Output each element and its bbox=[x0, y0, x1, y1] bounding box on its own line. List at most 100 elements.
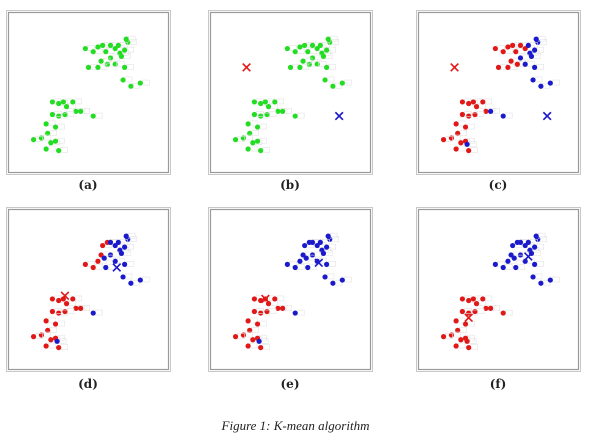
data-point bbox=[30, 137, 37, 143]
data-point bbox=[56, 147, 62, 154]
data-point bbox=[320, 53, 327, 59]
data-point bbox=[240, 135, 246, 141]
centroid-marker bbox=[523, 252, 533, 261]
data-point bbox=[265, 104, 272, 110]
data-point bbox=[525, 239, 531, 245]
centroid-stroke bbox=[242, 63, 251, 72]
data-point bbox=[62, 111, 68, 118]
plot-outer-frame bbox=[208, 207, 373, 372]
data-point bbox=[492, 261, 498, 267]
data-point bbox=[272, 99, 278, 105]
data-point bbox=[120, 77, 126, 83]
data-point bbox=[505, 258, 511, 264]
data-point bbox=[275, 108, 281, 114]
data-point bbox=[60, 99, 66, 105]
centroid-stroke bbox=[523, 252, 533, 261]
plot-frame bbox=[209, 208, 372, 371]
data-point bbox=[275, 305, 281, 311]
data-point bbox=[30, 334, 37, 340]
data-point bbox=[459, 308, 465, 315]
centroid-stroke bbox=[334, 111, 344, 121]
data-point bbox=[115, 239, 121, 245]
data-point bbox=[62, 308, 68, 315]
centroid-marker bbox=[334, 111, 344, 121]
data-point bbox=[250, 337, 256, 343]
data-point bbox=[317, 42, 323, 49]
scatter-plot-f bbox=[416, 207, 581, 372]
data-point bbox=[56, 344, 62, 351]
data-point bbox=[547, 80, 553, 86]
data-point bbox=[492, 45, 498, 52]
data-point bbox=[45, 327, 51, 333]
data-point bbox=[305, 49, 311, 55]
data-point bbox=[38, 135, 45, 141]
data-point bbox=[303, 255, 309, 261]
sublabel-a: (a) bbox=[78, 178, 98, 192]
data-point bbox=[120, 274, 126, 280]
data-point bbox=[52, 124, 59, 130]
data-point bbox=[265, 301, 272, 307]
data-point bbox=[48, 337, 54, 343]
data-point bbox=[505, 64, 511, 70]
data-point bbox=[118, 53, 125, 59]
data-point bbox=[500, 264, 506, 271]
data-point bbox=[56, 113, 62, 119]
data-point bbox=[258, 147, 264, 154]
data-point bbox=[90, 264, 96, 271]
data-point bbox=[78, 305, 84, 311]
data-point bbox=[292, 310, 298, 316]
data-point bbox=[480, 99, 486, 105]
data-point bbox=[297, 64, 303, 70]
data-point bbox=[473, 104, 480, 110]
data-point bbox=[292, 113, 298, 119]
data-point bbox=[302, 242, 308, 249]
data-point bbox=[464, 338, 470, 344]
data-point bbox=[300, 252, 306, 258]
data-point bbox=[466, 297, 472, 304]
plot-outer-frame bbox=[208, 10, 373, 175]
centroid-stroke bbox=[60, 291, 70, 301]
data-point bbox=[63, 104, 70, 110]
data-point bbox=[538, 280, 544, 286]
data-point bbox=[513, 49, 519, 55]
centroid-stroke bbox=[450, 63, 459, 72]
data-point bbox=[232, 137, 239, 143]
data-point bbox=[112, 242, 118, 249]
data-point bbox=[245, 343, 251, 349]
data-point bbox=[505, 44, 511, 50]
data-point bbox=[245, 146, 251, 152]
data-point bbox=[462, 124, 469, 130]
data-point bbox=[292, 264, 298, 271]
data-point bbox=[98, 252, 104, 258]
centroid-marker bbox=[464, 313, 474, 323]
data-point bbox=[137, 80, 143, 86]
data-point bbox=[466, 113, 472, 119]
data-point bbox=[122, 64, 128, 70]
centroid-marker bbox=[450, 63, 459, 72]
data-point bbox=[103, 264, 109, 271]
data-point bbox=[472, 111, 478, 118]
data-point bbox=[118, 250, 125, 256]
sublabel-d: (d) bbox=[78, 377, 98, 391]
data-point bbox=[459, 111, 465, 118]
sublabel-e: (e) bbox=[280, 377, 300, 391]
data-point bbox=[254, 124, 261, 130]
data-point bbox=[459, 99, 465, 105]
data-point bbox=[251, 296, 257, 302]
data-point bbox=[297, 258, 303, 264]
data-point bbox=[280, 108, 286, 114]
plot-frame bbox=[7, 208, 170, 371]
data-point bbox=[123, 233, 129, 239]
panel-c bbox=[416, 10, 581, 175]
plot-frame bbox=[7, 11, 170, 174]
data-point bbox=[48, 140, 54, 146]
data-point bbox=[56, 100, 62, 107]
data-point bbox=[522, 258, 528, 264]
data-point bbox=[128, 83, 134, 89]
sublabel-b: (b) bbox=[280, 178, 300, 192]
data-point bbox=[250, 140, 256, 146]
data-point bbox=[251, 308, 257, 315]
sublabel-f: (f) bbox=[489, 377, 507, 391]
plot-outer-frame bbox=[416, 10, 581, 175]
data-point bbox=[309, 42, 316, 49]
